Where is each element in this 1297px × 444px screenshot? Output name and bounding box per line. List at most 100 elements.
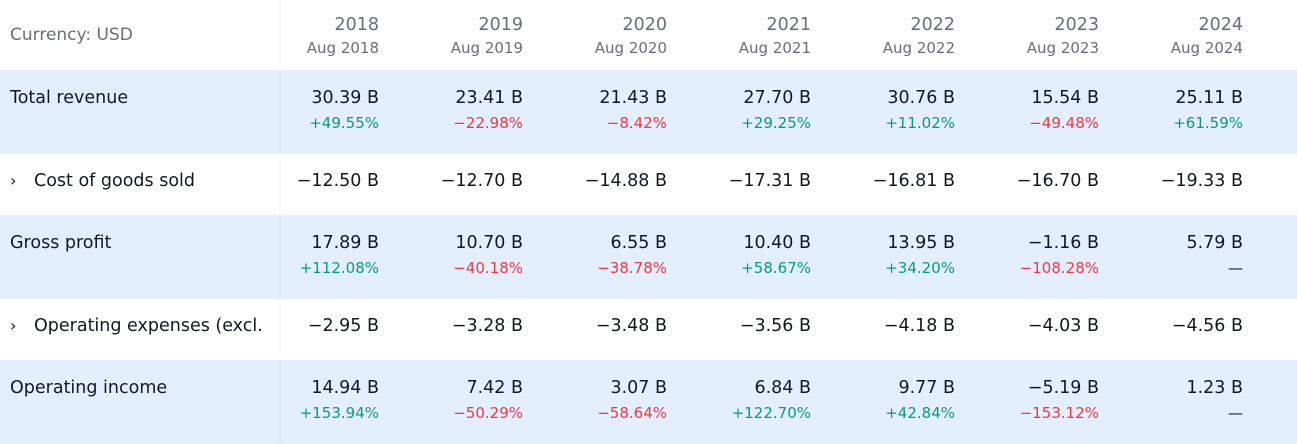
value: 7.42 B <box>466 378 523 398</box>
value-cell: −3.48 B <box>523 299 667 360</box>
value: 15.54 B <box>1031 88 1099 108</box>
value: 27.70 B <box>743 88 811 108</box>
value-cell: 25.11 B +61.59% <box>1099 70 1243 154</box>
row-label-cell[interactable]: › Cost of goods sold <box>0 154 281 215</box>
value: 9.77 B <box>898 378 955 398</box>
table-body: Total revenue 30.39 B +49.55% 23.41 B −22.98… <box>0 70 1297 444</box>
value: 17.89 B <box>311 233 379 253</box>
period-year: 2018 <box>334 15 379 35</box>
value: −12.50 B <box>296 171 379 191</box>
yoy-change: +122.70% <box>731 404 811 422</box>
value-cell: 6.84 B +122.70% <box>667 360 811 444</box>
yoy-change: +61.59% <box>1173 114 1243 132</box>
period-date: Aug 2020 <box>594 39 667 57</box>
value: 30.39 B <box>311 88 379 108</box>
value-cell: 3.07 B −58.64% <box>523 360 667 444</box>
value-cell: −12.70 B <box>379 154 523 215</box>
value-cell: −4.18 B <box>811 299 955 360</box>
value: −19.33 B <box>1160 171 1243 191</box>
yoy-change: +34.20% <box>885 259 955 277</box>
yoy-change: −49.48% <box>1029 114 1099 132</box>
period-date: Aug 2024 <box>1170 39 1243 57</box>
period-date: Aug 2022 <box>882 39 955 57</box>
value: 21.43 B <box>599 88 667 108</box>
value-cell: −4.56 B <box>1099 299 1243 360</box>
period-header: 2024 Aug 2024 <box>1099 0 1243 70</box>
value-cell: 23.41 B −22.98% <box>379 70 523 154</box>
value: 10.40 B <box>743 233 811 253</box>
period-date: Aug 2023 <box>1026 39 1099 57</box>
value-cell: −5.19 B −153.12% <box>955 360 1099 444</box>
value: 6.55 B <box>610 233 667 253</box>
yoy-change: −22.98% <box>453 114 523 132</box>
row-label-text: Operating income <box>10 378 168 398</box>
chevron-right-icon[interactable]: › <box>10 171 17 190</box>
period-date: Aug 2021 <box>738 39 811 57</box>
period-header: 2021 Aug 2021 <box>667 0 811 70</box>
value: −2.95 B <box>307 316 379 336</box>
period-headers: 2018 Aug 2018 2019 Aug 2019 2020 Aug 2020 2021… <box>281 0 1243 70</box>
value: −3.56 B <box>739 316 811 336</box>
row-label-cell[interactable]: › Operating expenses (excl. <box>0 299 281 360</box>
row-label-cell: Operating income <box>0 360 281 444</box>
table-header: Currency: USD 2018 Aug 2018 2019 Aug 2019 20… <box>0 0 1297 70</box>
value-cell: −2.95 B <box>281 299 379 360</box>
row-label-text: Operating expenses (excl. <box>34 316 263 336</box>
period-header: 2022 Aug 2022 <box>811 0 955 70</box>
value-cell: 7.42 B −50.29% <box>379 360 523 444</box>
period-header: 2020 Aug 2020 <box>523 0 667 70</box>
value: 30.76 B <box>887 88 955 108</box>
yoy-change: +42.84% <box>885 404 955 422</box>
value: −16.70 B <box>1016 171 1099 191</box>
yoy-change: — <box>1228 259 1243 277</box>
period-header: 2019 Aug 2019 <box>379 0 523 70</box>
value-cell: −12.50 B <box>281 154 379 215</box>
table-row: Total revenue 30.39 B +49.55% 23.41 B −22.98… <box>0 70 1297 154</box>
value: 14.94 B <box>311 378 379 398</box>
value: 3.07 B <box>610 378 667 398</box>
period-year: 2023 <box>1054 15 1099 35</box>
value-cell: 5.79 B — <box>1099 215 1243 299</box>
value: −4.18 B <box>883 316 955 336</box>
row-label[interactable]: › Operating expenses (excl. <box>10 316 281 336</box>
row-label: Total revenue <box>10 88 281 108</box>
row-values: 30.39 B +49.55% 23.41 B −22.98% 21.43 B −8.42… <box>281 70 1243 154</box>
row-values: 14.94 B +153.94% 7.42 B −50.29% 3.07 B −58.64… <box>281 360 1243 444</box>
row-label[interactable]: › Cost of goods sold <box>10 171 281 191</box>
period-year: 2019 <box>478 15 523 35</box>
table-row[interactable]: › Operating expenses (excl. −2.95 B −3.28 B… <box>0 299 1297 360</box>
value-cell: 6.55 B −38.78% <box>523 215 667 299</box>
value-cell: 21.43 B −8.42% <box>523 70 667 154</box>
yoy-change: −108.28% <box>1019 259 1099 277</box>
yoy-change: +29.25% <box>741 114 811 132</box>
yoy-change: +49.55% <box>309 114 379 132</box>
table-row[interactable]: › Cost of goods sold −12.50 B −12.70 B −14.8… <box>0 154 1297 215</box>
value: −3.48 B <box>595 316 667 336</box>
row-values: −2.95 B −3.28 B −3.48 B −3.56 B −4.18 B −4.03… <box>281 299 1243 360</box>
value: 10.70 B <box>455 233 523 253</box>
value-cell: −1.16 B −108.28% <box>955 215 1099 299</box>
row-label-text: Total revenue <box>10 88 129 108</box>
row-label: Gross profit <box>10 233 281 253</box>
value: −1.16 B <box>1027 233 1099 253</box>
value-cell: −16.81 B <box>811 154 955 215</box>
yoy-change: +58.67% <box>741 259 811 277</box>
value-cell: 27.70 B +29.25% <box>667 70 811 154</box>
row-label-text: Cost of goods sold <box>34 171 196 191</box>
value-cell: −19.33 B <box>1099 154 1243 215</box>
value: −16.81 B <box>872 171 955 191</box>
yoy-change: −153.12% <box>1019 404 1099 422</box>
yoy-change: — <box>1228 404 1243 422</box>
value: −4.56 B <box>1171 316 1243 336</box>
yoy-change: −40.18% <box>453 259 523 277</box>
value-cell: −14.88 B <box>523 154 667 215</box>
value-cell: −3.56 B <box>667 299 811 360</box>
value: −14.88 B <box>584 171 667 191</box>
value-cell: −16.70 B <box>955 154 1099 215</box>
chevron-right-icon[interactable]: › <box>10 316 17 335</box>
value: 13.95 B <box>887 233 955 253</box>
currency-label: Currency: USD <box>0 0 281 70</box>
period-header: 2018 Aug 2018 <box>281 0 379 70</box>
value-cell: 9.77 B +42.84% <box>811 360 955 444</box>
row-label-cell: Gross profit <box>0 215 281 299</box>
